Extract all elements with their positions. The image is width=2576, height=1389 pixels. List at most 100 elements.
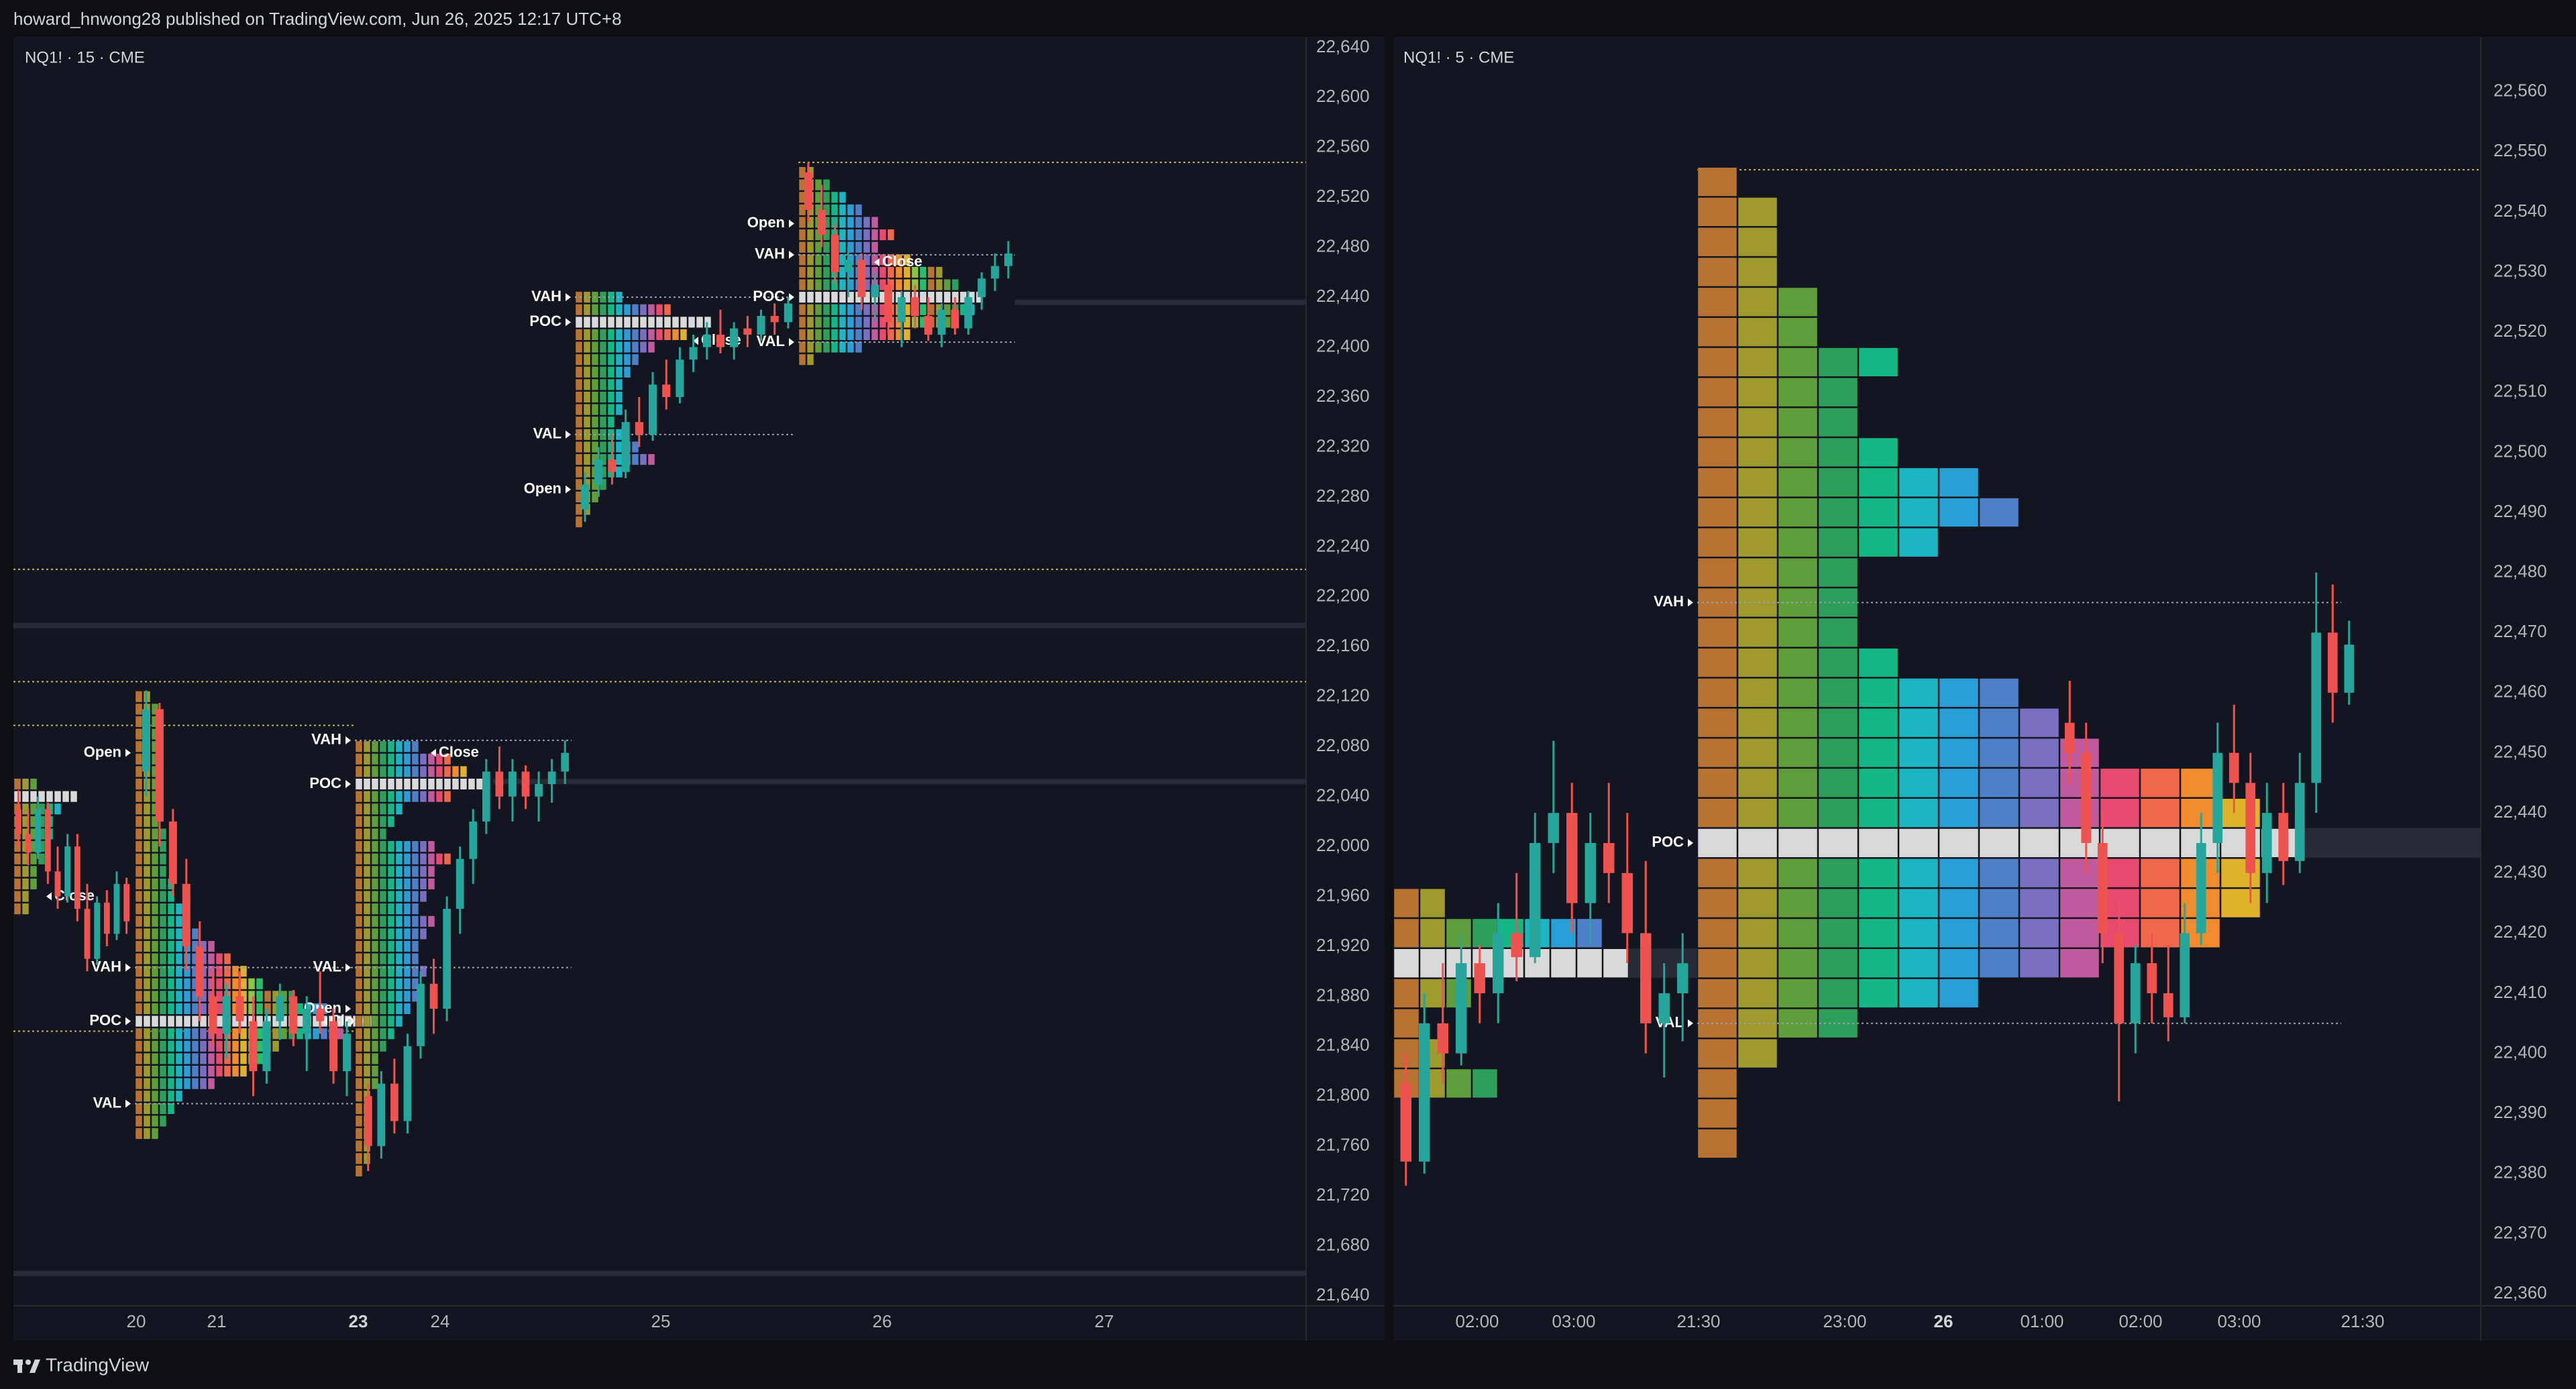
tpo-block: [167, 978, 175, 990]
candle-body: [817, 209, 826, 235]
tpo-block: [583, 353, 591, 366]
tpo-block: [355, 1003, 363, 1015]
tpo-block: [2100, 768, 2140, 797]
tpo-block: [355, 1165, 363, 1177]
candle-body: [1493, 933, 1504, 993]
tpo-block: [135, 1015, 143, 1027]
tpo-block: [814, 316, 822, 328]
tpo-row: [1697, 167, 1737, 197]
profile-label: Close: [882, 253, 922, 270]
tpo-block: [1939, 828, 1979, 858]
tpo-block: [135, 865, 143, 877]
tpo-block: [379, 903, 387, 915]
tpo-block: [951, 278, 959, 291]
tpo-row: [1393, 888, 1446, 918]
tpo-block: [215, 1052, 223, 1065]
tpo-block: [927, 278, 935, 291]
tpo-block: [256, 1052, 264, 1065]
tpo-block: [355, 853, 363, 865]
tpo-block: [1898, 798, 1939, 828]
profile-label: Close: [439, 743, 479, 760]
tpo-block: [355, 903, 363, 915]
tpo-block: [419, 753, 427, 765]
tpo-block: [1697, 378, 1737, 407]
tpo-row: [1697, 378, 1858, 407]
tpo-block: [814, 304, 822, 316]
tpo-block: [427, 878, 435, 890]
tpo-block: [355, 1065, 363, 1077]
tpo-block: [839, 204, 847, 216]
tpo-block: [879, 329, 887, 341]
tpo-block: [1818, 948, 1858, 978]
tpo-block: [639, 329, 647, 341]
candle-body: [857, 260, 866, 298]
tpo-block: [2140, 918, 2180, 948]
tpo-block: [1697, 798, 1737, 828]
tpo-block: [256, 978, 264, 990]
tpo-block: [264, 1003, 272, 1015]
tpo-block: [151, 878, 159, 890]
candle-body: [2064, 722, 2075, 753]
tpo-block: [135, 1115, 143, 1127]
candle-body: [276, 996, 284, 1021]
candle-body: [977, 278, 986, 298]
tpo-block: [135, 915, 143, 928]
tpo-block: [355, 791, 363, 803]
tpo-block: [231, 1040, 239, 1052]
tpo-block: [363, 765, 371, 777]
tpo-block: [1979, 828, 2019, 858]
tpo-block: [151, 1103, 159, 1115]
tpo-block: [151, 940, 159, 952]
tpo-block: [395, 953, 403, 965]
tpo-row: [1393, 1009, 1419, 1038]
tpo-block: [1778, 347, 1818, 377]
tpo-row: [355, 1152, 371, 1164]
tpo-row: [1697, 1068, 1737, 1099]
tpo-block: [143, 915, 151, 928]
tpo-block: [623, 329, 631, 341]
label-arrow: [125, 1099, 131, 1108]
tpo-block: [1737, 618, 1778, 647]
tpo-block: [167, 915, 175, 928]
tpo-block: [575, 478, 583, 490]
candle-body: [662, 384, 671, 398]
tpo-row: [355, 765, 468, 777]
tpo-block: [1778, 467, 1818, 497]
candle-body: [343, 1034, 352, 1072]
tpo-block: [1778, 437, 1818, 467]
tpo-block: [151, 853, 159, 865]
tpo-block: [143, 978, 151, 990]
tpo-block: [879, 229, 887, 241]
tpo-block: [1778, 708, 1818, 738]
tpo-block: [38, 853, 46, 865]
tpo-block: [363, 990, 371, 1002]
tpo-block: [1697, 407, 1737, 437]
tpo-block: [151, 1027, 159, 1040]
tpo-block: [1697, 708, 1737, 738]
tpo-block: [371, 1027, 379, 1040]
candle-body: [364, 1096, 372, 1146]
tpo-block: [363, 1027, 371, 1040]
tpo-block: [435, 791, 443, 803]
tpo-row: [798, 341, 863, 353]
tpo-block: [1446, 1068, 1472, 1099]
tpo-block: [2140, 858, 2180, 888]
tpo-block: [623, 316, 631, 328]
y-tick-label: 22,370: [2493, 1222, 2547, 1242]
tpo-block: [355, 840, 363, 852]
tpo-block: [1818, 678, 1858, 708]
tpo-row: [1697, 1129, 1737, 1158]
tpo-block: [1778, 828, 1818, 858]
tpo-block: [231, 978, 239, 990]
tpo-block: [363, 878, 371, 890]
tpo-row: [13, 903, 30, 915]
candle-body: [15, 809, 21, 834]
tpo-block: [1858, 828, 1898, 858]
candle-body: [1548, 813, 1559, 843]
tpo-block: [207, 953, 215, 965]
candle-body: [2294, 783, 2305, 861]
tpo-block: [175, 978, 183, 990]
tpo-row: [798, 353, 814, 366]
candle-body: [884, 284, 893, 323]
tpo-row: [355, 1015, 403, 1027]
